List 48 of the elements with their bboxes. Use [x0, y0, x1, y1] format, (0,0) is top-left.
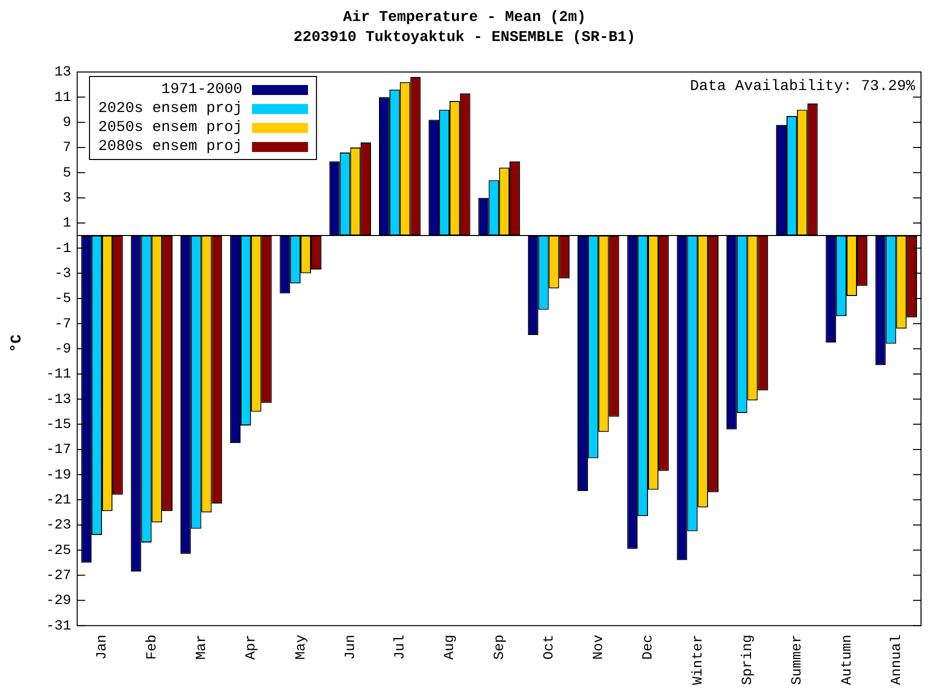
y-tick-label: 13 [54, 64, 72, 81]
x-tick-label: Sep [492, 634, 508, 660]
y-tick-label: -11 [46, 366, 72, 383]
x-tick-label: Nov [591, 634, 608, 660]
y-tick-label: -31 [46, 618, 72, 634]
y-tick-label: 1 [62, 216, 72, 232]
x-tick-label: Jun [342, 634, 359, 660]
x-tick-label: Feb [144, 634, 160, 660]
y-tick-label: -19 [46, 467, 72, 484]
x-tick-label: Annual [888, 634, 905, 686]
y-tick-label: 11 [54, 90, 72, 106]
x-tick-label: Autumn [839, 634, 856, 686]
y-axis-title: °C [8, 334, 26, 353]
legend-label: 2020s ensem proj [98, 100, 242, 117]
y-tick-label: -5 [54, 291, 72, 308]
x-tick-label: Dec [640, 634, 657, 660]
y-tick-label: -29 [46, 593, 72, 610]
y-tick-label: -17 [46, 442, 72, 458]
x-tick-label: Apr [244, 634, 260, 660]
y-tick-label: -9 [54, 342, 72, 358]
x-tick-label: Summer [790, 634, 806, 686]
chart-title: Air Temperature - Mean (2m) [342, 9, 586, 26]
y-tick-label: -25 [46, 542, 72, 559]
y-tick-label: -7 [54, 316, 72, 332]
x-tick-label: Jan [94, 634, 111, 660]
y-tick-label: -23 [46, 518, 72, 534]
chart-subtitle: 2203910 Tuktoyaktuk - ENSEMBLE (SR-B1) [293, 29, 636, 46]
y-tick-label: 5 [62, 165, 72, 182]
legend-label: 2080s ensem proj [98, 138, 242, 155]
x-tick-label: Mar [194, 634, 210, 660]
y-tick-label: 9 [62, 115, 72, 132]
y-tick-label: 3 [62, 190, 72, 207]
y-tick-label: -1 [54, 240, 72, 257]
y-tick-label: -13 [46, 392, 72, 408]
annotation: Data Availability: 73.29% [690, 78, 915, 95]
x-tick-label: Jul [392, 634, 409, 660]
legend-label: 1971-2000 [161, 81, 242, 98]
x-tick-label: Aug [442, 634, 458, 660]
x-tick-label: Oct [541, 634, 558, 660]
legend-label: 2050s ensem proj [98, 119, 242, 136]
y-tick-label: -27 [46, 568, 72, 584]
x-tick-label: May [293, 634, 310, 660]
y-tick-label: 7 [62, 140, 72, 156]
y-tick-label: -21 [46, 492, 72, 508]
y-tick-label: -15 [46, 416, 72, 433]
x-tick-label: Winter [690, 634, 706, 686]
y-tick-label: -3 [54, 266, 72, 282]
x-tick-label: Spring [740, 634, 756, 686]
